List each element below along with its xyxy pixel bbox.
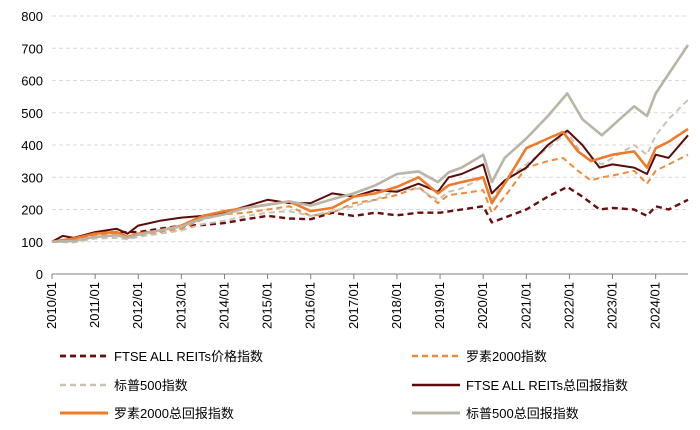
y-tick-label: 500 [21,106,43,121]
x-tick-label: 2016/01 [303,282,318,329]
y-tick-label: 700 [21,41,43,56]
series-lines [51,44,690,244]
gridlines [52,15,688,243]
axes: 0 100 200 300 400 500 600 700 800 2010/01 2011/01 2… [21,9,688,329]
y-tick-label: 0 [36,267,43,282]
x-tick-label: 2024/01 [648,282,663,329]
series-line-3 [51,99,689,244]
x-tick-label: 2019/01 [432,282,447,329]
y-tick-label: 200 [21,203,43,218]
x-tick-label: 2013/01 [173,282,188,329]
legend-label: 标普500指数 [114,378,188,393]
legend-label: 标普500总回报指数 [466,406,579,421]
series-line-4 [51,129,689,243]
legend-item: FTSE ALL REITs价格指数 [60,349,263,364]
legend-item: 罗素2000总回报指数 [60,406,234,421]
legend-item: 罗素2000指数 [412,349,547,364]
series-line-5 [51,127,689,244]
x-tick-label: 2017/01 [346,282,361,329]
legend-item: 标普500指数 [60,378,188,393]
x-tick-label: 2015/01 [260,282,275,329]
x-tick-label: 2018/01 [389,282,404,329]
legend-label: 罗素2000指数 [466,349,547,364]
legend-item: FTSE ALL REITs总回报指数 [412,378,628,393]
legend-label: FTSE ALL REITs价格指数 [114,349,263,364]
series-line-2 [51,153,689,243]
y-tick-label: 400 [21,138,43,153]
x-tick-label: 2022/01 [561,282,576,329]
legend-label: 罗素2000总回报指数 [114,406,234,421]
y-tick-label: 300 [21,170,43,185]
legend-item: 标普500总回报指数 [412,406,579,421]
legend-label: FTSE ALL REITs总回报指数 [466,378,628,393]
x-tick-label: 2021/01 [518,282,533,329]
x-tick-label: 2014/01 [216,282,231,329]
x-tick-label: 2011/01 [87,282,102,328]
x-tick-label: 2012/01 [130,282,145,329]
x-tick-label: 2020/01 [475,282,490,329]
y-tick-label: 800 [21,9,43,24]
series-line-6 [51,44,690,244]
x-tick-label: 2010/01 [44,282,59,329]
x-tick-label: 2023/01 [605,282,620,329]
y-tick-label: 100 [21,235,43,250]
y-tick-label: 600 [21,74,43,89]
